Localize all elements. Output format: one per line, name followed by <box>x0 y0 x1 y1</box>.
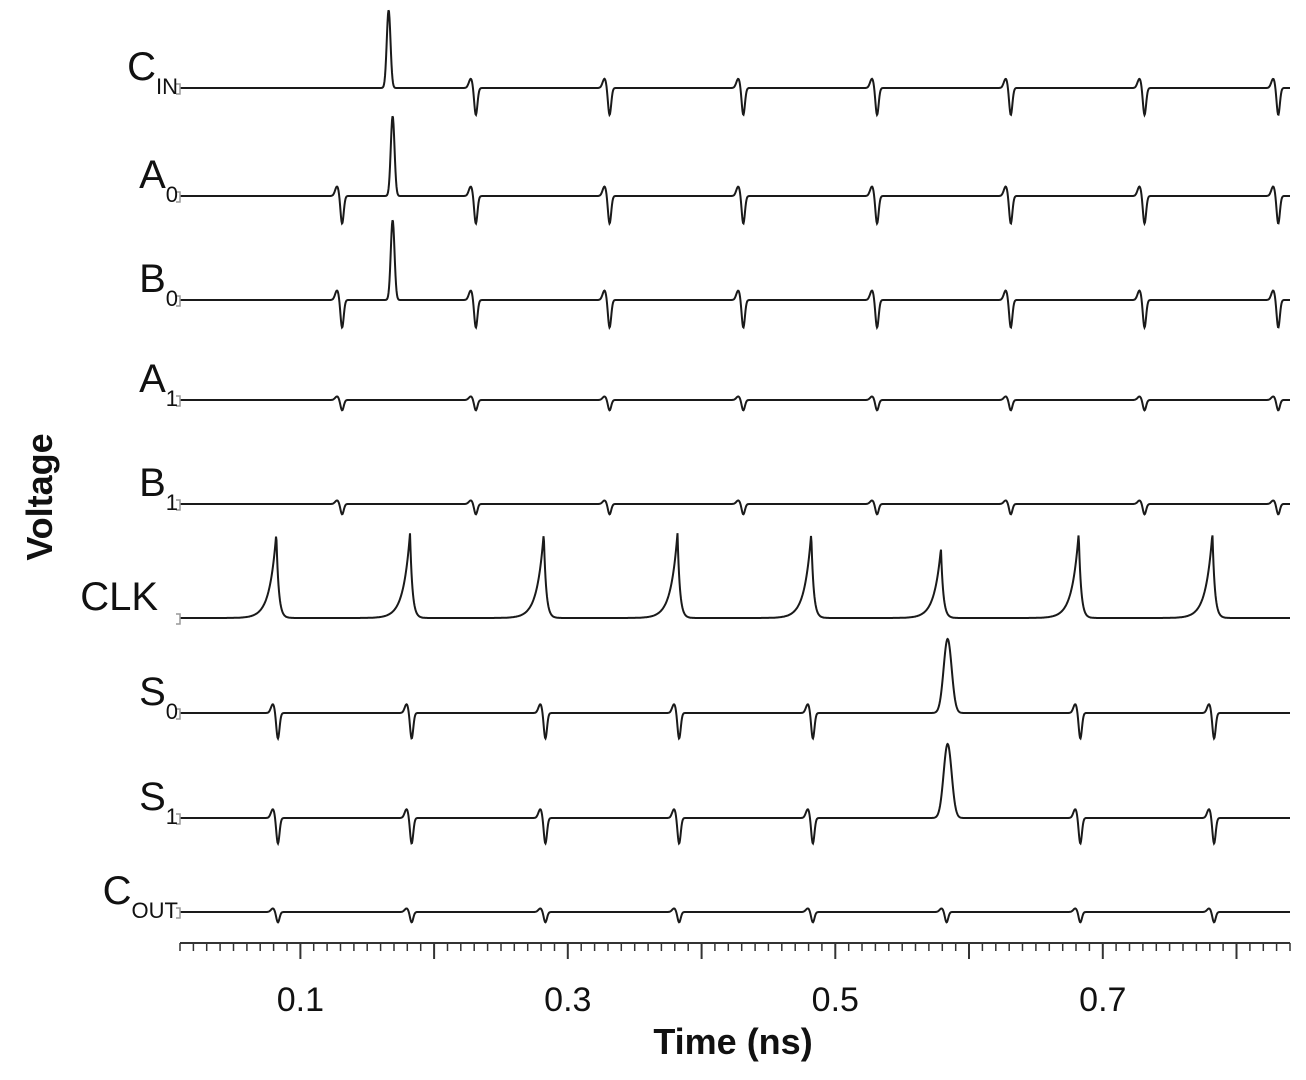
signal-label-subscript: 1 <box>166 386 178 411</box>
signal-label-clk: CLK <box>80 575 158 619</box>
x-axis: 0.1 0.3 0.5 0.7 <box>179 942 1291 1019</box>
trace-a-1 <box>180 395 1290 412</box>
signal-label-main: B <box>139 461 166 505</box>
trace-bracket <box>176 708 181 720</box>
x-tick-label: 0.3 <box>544 981 591 1019</box>
signal-label-main: A <box>139 153 166 197</box>
signal-label-subscript: OUT <box>132 898 178 923</box>
trace-bracket <box>176 613 181 625</box>
x-axis-title: Time (ns) <box>653 1021 812 1062</box>
y-axis-title: Voltage <box>19 433 60 560</box>
trace-bracket <box>176 395 181 407</box>
x-tick-label: 0.7 <box>1079 981 1126 1019</box>
signal-label-subscript: 0 <box>166 286 178 311</box>
signal-label-main: CLK <box>80 575 158 619</box>
x-tick-label: 0.5 <box>812 981 859 1019</box>
signal-label-a-0: A0 <box>139 153 178 207</box>
signal-label-main: S <box>139 670 166 714</box>
trace-bracket <box>176 83 181 95</box>
trace-c-out <box>180 907 1290 924</box>
trace-b-1 <box>180 499 1290 516</box>
signal-label-subscript: 0 <box>166 182 178 207</box>
trace-bracket <box>176 813 181 825</box>
signal-label-main: C <box>127 45 156 89</box>
signal-label-subscript: 0 <box>166 699 178 724</box>
trace-bracket <box>176 499 181 511</box>
signal-label-c-out: COUT <box>103 869 178 923</box>
trace-c-in <box>180 9 1290 118</box>
trace-bracket <box>176 907 181 919</box>
signal-label-subscript: 1 <box>166 804 178 829</box>
signal-label-s-1: S1 <box>139 775 178 829</box>
trace-clk <box>180 533 1290 619</box>
trace-b-0 <box>180 219 1290 331</box>
signal-label-c-in: CIN <box>127 45 178 99</box>
signal-label-main: A <box>139 357 166 401</box>
trace-s-1 <box>180 742 1290 847</box>
trace-bracket <box>176 295 181 307</box>
signal-label-s-0: S0 <box>139 670 178 724</box>
x-tick-label: 0.1 <box>277 981 324 1019</box>
trace-bracket <box>176 191 181 203</box>
signal-label-subscript: 1 <box>166 490 178 515</box>
signal-label-b-0: B0 <box>139 257 178 311</box>
trace-group <box>176 9 1290 924</box>
signal-label-a-1: A1 <box>139 357 178 411</box>
signal-label-main: C <box>103 869 132 913</box>
signal-label-b-1: B1 <box>139 461 178 515</box>
signal-label-main: B <box>139 257 166 301</box>
signal-label-subscript: IN <box>156 74 178 99</box>
signal-label-main: S <box>139 775 166 819</box>
trace-s-0 <box>180 637 1290 742</box>
trace-a-0 <box>180 115 1290 227</box>
